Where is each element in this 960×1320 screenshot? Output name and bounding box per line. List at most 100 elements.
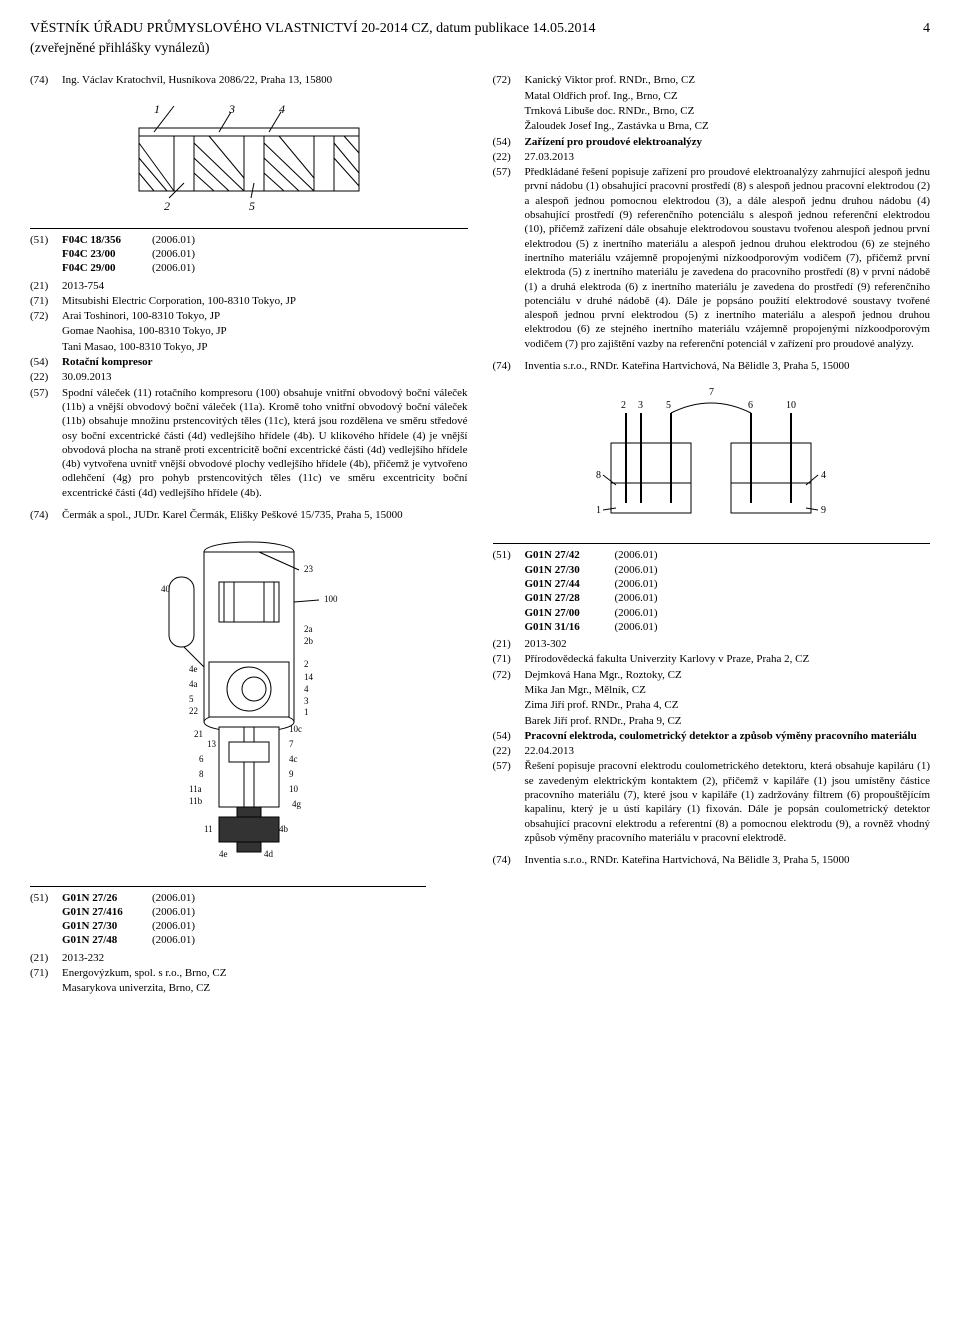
inventor-name: Trnková Libuše doc. RNDr., Brno, CZ: [525, 104, 931, 118]
left-column: (74) Ing. Václav Kratochvíl, Husníkova 2…: [30, 73, 468, 877]
entry-left-2: (51)F04C 18/356(2006.01)F04C 23/00(2006.…: [30, 233, 468, 523]
code-74: (74): [493, 359, 525, 373]
code-71: (71): [30, 966, 62, 980]
code-51: [493, 591, 525, 605]
inventor-name: Tani Masao, 100-8310 Tokyo, JP: [62, 340, 468, 354]
svg-text:4d: 4d: [264, 849, 274, 859]
svg-text:6: 6: [748, 400, 753, 411]
code-72: [493, 698, 525, 712]
svg-text:3: 3: [228, 102, 235, 116]
class-year: (2006.01): [152, 891, 212, 905]
svg-text:3: 3: [304, 696, 309, 706]
class-name: F04C 29/00: [62, 261, 152, 275]
svg-text:40: 40: [161, 584, 171, 594]
svg-text:1: 1: [154, 102, 160, 116]
svg-text:2: 2: [164, 199, 170, 213]
svg-text:4: 4: [304, 684, 309, 694]
applicant-name: Masarykova univerzita, Brno, CZ: [62, 981, 426, 995]
class-name: G01N 27/48: [62, 933, 152, 947]
code-51: [493, 606, 525, 620]
agent-74: Inventia s.r.o., RNDr. Kateřina Hartvich…: [525, 853, 931, 867]
code-72: [493, 104, 525, 118]
code-22: (22): [493, 150, 525, 164]
code-57: (57): [30, 386, 62, 500]
classification-row: (51)G01N 27/42(2006.01): [493, 548, 931, 562]
classification-row: G01N 27/44(2006.01): [493, 577, 931, 591]
svg-text:11a: 11a: [189, 784, 202, 794]
main-columns: (74) Ing. Václav Kratochvíl, Husníkova 2…: [30, 73, 930, 877]
inventor-line: Trnková Libuše doc. RNDr., Brno, CZ: [493, 104, 931, 118]
class-name: G01N 27/42: [525, 548, 615, 562]
class-name: F04C 23/00: [62, 247, 152, 261]
classification-row: G01N 27/00(2006.01): [493, 606, 931, 620]
agent-74: Čermák a spol., JUDr. Karel Čermák, Eliš…: [62, 508, 468, 522]
svg-text:2: 2: [621, 400, 626, 411]
code-72: [493, 683, 525, 697]
date-22: 27.03.2013: [525, 150, 931, 164]
inventor-line: Mika Jan Mgr., Mělník, CZ: [493, 683, 931, 697]
class-name: G01N 27/416: [62, 905, 152, 919]
code-54: (54): [493, 729, 525, 743]
page-number: 4: [923, 20, 930, 38]
header-subtitle: (zveřejněné přihlášky vynálezů): [30, 40, 930, 58]
code-21: (21): [493, 637, 525, 651]
inventor-name: Gomae Naohisa, 100-8310 Tokyo, JP: [62, 324, 468, 338]
entry-right-2: (51)G01N 27/42(2006.01)G01N 27/30(2006.0…: [493, 548, 931, 867]
classification-row: G01N 27/30(2006.01): [30, 919, 426, 933]
svg-text:4: 4: [821, 470, 826, 481]
classification-row: (51)G01N 27/26(2006.01): [30, 891, 426, 905]
code-72: (72): [493, 73, 525, 87]
entry-left-1: (74) Ing. Václav Kratochvíl, Husníkova 2…: [30, 73, 468, 87]
code-71: (71): [493, 652, 525, 666]
header-title: VĚSTNÍK ÚŘADU PRŮMYSLOVÉHO VLASTNICTVÍ 2…: [30, 20, 930, 38]
right-column: (72)Kanický Viktor prof. RNDr., Brno, CZ…: [493, 73, 931, 877]
class-year: (2006.01): [152, 905, 212, 919]
svg-text:10: 10: [786, 400, 796, 411]
code-72: (72): [493, 668, 525, 682]
inventor-name: Mika Jan Mgr., Mělník, CZ: [525, 683, 931, 697]
inventor-name: Dejmková Hana Mgr., Roztoky, CZ: [525, 668, 931, 682]
svg-text:10: 10: [289, 784, 299, 794]
code-51: [493, 620, 525, 634]
code-54: (54): [30, 355, 62, 369]
code-74: (74): [493, 853, 525, 867]
code-54: (54): [493, 135, 525, 149]
classification-row: (51)F04C 18/356(2006.01): [30, 233, 468, 247]
code-71: [30, 981, 62, 995]
applicant-line: (71)Energovýzkum, spol. s r.o., Brno, CZ: [30, 966, 426, 980]
svg-text:4b: 4b: [279, 824, 289, 834]
code-72: [30, 324, 62, 338]
inventor-name: Zima Jiří prof. RNDr., Praha 4, CZ: [525, 698, 931, 712]
classification-row: G01N 27/28(2006.01): [493, 591, 931, 605]
class-year: (2006.01): [615, 606, 675, 620]
inventor-line: (72)Arai Toshinori, 100-8310 Tokyo, JP: [30, 309, 468, 323]
class-name: G01N 27/44: [525, 577, 615, 591]
svg-text:1: 1: [596, 505, 601, 516]
inventor-name: Kanický Viktor prof. RNDr., Brno, CZ: [525, 73, 931, 87]
code-74: (74): [30, 73, 62, 87]
abstract-57: Předkládané řešení popisuje zařízení pro…: [525, 165, 931, 351]
class-year: (2006.01): [152, 933, 212, 947]
inventor-name: Barek Jiří prof. RNDr., Praha 9, CZ: [525, 714, 931, 728]
separator: [30, 228, 468, 229]
title-54: Rotační kompresor: [62, 355, 468, 369]
code-21: (21): [30, 951, 62, 965]
inventor-line: (72)Kanický Viktor prof. RNDr., Brno, CZ: [493, 73, 931, 87]
class-name: G01N 27/26: [62, 891, 152, 905]
code-72: [493, 714, 525, 728]
class-year: (2006.01): [152, 919, 212, 933]
svg-text:4a: 4a: [189, 679, 198, 689]
code-71: (71): [30, 294, 62, 308]
figure-1: 1 3 4: [30, 98, 468, 218]
svg-text:5: 5: [249, 199, 255, 213]
class-year: (2006.01): [615, 548, 675, 562]
svg-text:7: 7: [709, 387, 714, 398]
date-22: 22.04.2013: [525, 744, 931, 758]
svg-text:13: 13: [207, 739, 217, 749]
code-51: [30, 919, 62, 933]
class-year: (2006.01): [152, 233, 212, 247]
entry-bottom: (51)G01N 27/26(2006.01)G01N 27/416(2006.…: [30, 891, 426, 996]
class-year: (2006.01): [615, 563, 675, 577]
title-54: Zařízení pro proudové elektroanalýzy: [525, 135, 931, 149]
separator: [30, 886, 426, 887]
